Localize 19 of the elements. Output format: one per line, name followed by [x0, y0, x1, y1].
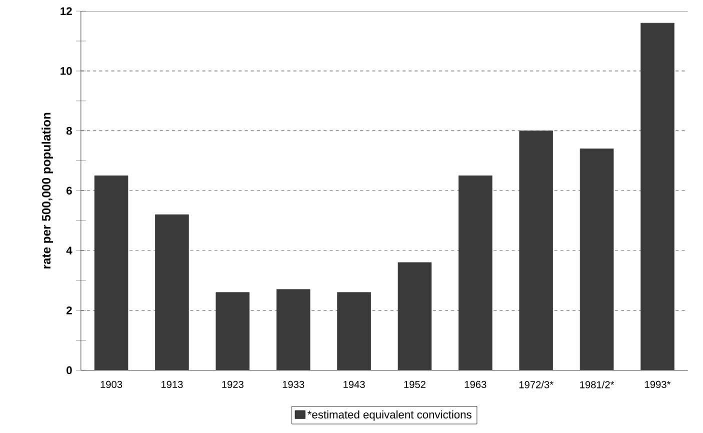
y-tick-label: 8 — [66, 126, 72, 135]
legend-label: *estimated equivalent convictions — [308, 410, 472, 421]
y-tick-label: 6 — [66, 186, 72, 195]
x-tick-label: 1993* — [645, 380, 671, 388]
y-tick-label: 4 — [66, 246, 72, 254]
y-tick-label: 0 — [66, 366, 72, 374]
x-tick-label: 1913 — [161, 380, 183, 388]
y-tick-label: 2 — [66, 306, 72, 314]
x-tick-label: 1943 — [344, 380, 365, 388]
x-tick-label: 1981/2* — [580, 380, 614, 388]
x-tick-label: 1933 — [282, 380, 304, 388]
x-tick-label: 1963 — [464, 380, 486, 388]
x-tick-label: 1903 — [100, 380, 122, 388]
y-axis-title: rate per 500,000 population — [42, 112, 53, 268]
x-tick-label: 1972/3* — [519, 380, 554, 388]
x-tick-label: 1952 — [404, 380, 426, 388]
x-tick-label: 1923 — [222, 380, 244, 388]
y-tick-label: 10 — [60, 67, 72, 75]
y-tick-label: 12 — [60, 7, 72, 16]
